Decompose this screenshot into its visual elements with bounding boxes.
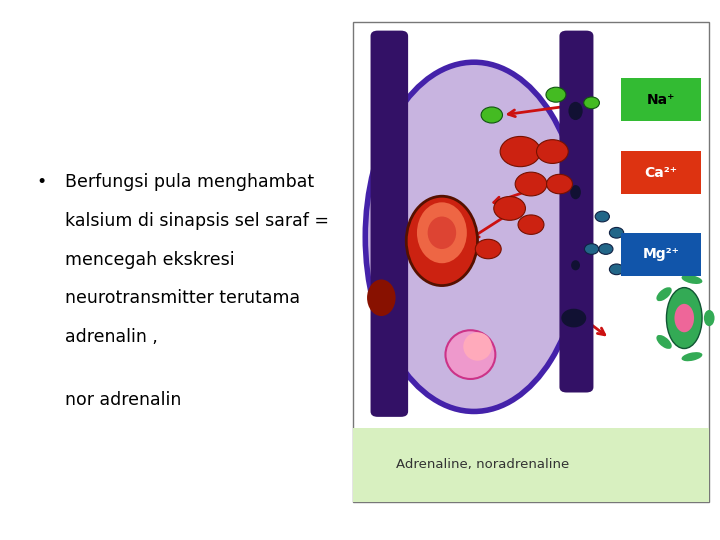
Ellipse shape <box>657 287 672 301</box>
Circle shape <box>475 239 501 259</box>
Ellipse shape <box>667 288 702 348</box>
Ellipse shape <box>367 280 395 316</box>
FancyBboxPatch shape <box>353 428 709 502</box>
Circle shape <box>609 264 624 275</box>
Ellipse shape <box>704 310 714 326</box>
Circle shape <box>585 244 599 254</box>
Circle shape <box>546 87 566 102</box>
Text: Berfungsi pula menghambat: Berfungsi pula menghambat <box>65 173 314 191</box>
Ellipse shape <box>568 102 582 120</box>
Ellipse shape <box>463 332 492 361</box>
Ellipse shape <box>571 260 580 271</box>
Ellipse shape <box>365 62 582 411</box>
FancyBboxPatch shape <box>559 31 593 393</box>
Text: nor adrenalin: nor adrenalin <box>65 390 181 409</box>
Ellipse shape <box>570 185 581 199</box>
Circle shape <box>481 107 503 123</box>
Text: Adrenaline, noradrenaline: Adrenaline, noradrenaline <box>395 458 569 471</box>
FancyBboxPatch shape <box>353 22 709 502</box>
Circle shape <box>546 174 572 194</box>
FancyBboxPatch shape <box>621 151 701 194</box>
Circle shape <box>494 197 526 220</box>
Ellipse shape <box>675 304 694 332</box>
Ellipse shape <box>682 352 703 361</box>
Circle shape <box>516 172 547 196</box>
Ellipse shape <box>428 217 456 249</box>
Circle shape <box>518 215 544 234</box>
FancyBboxPatch shape <box>371 31 408 417</box>
Circle shape <box>536 140 568 164</box>
Text: mencegah ekskresi: mencegah ekskresi <box>65 251 235 268</box>
Text: adrenalin ,: adrenalin , <box>65 328 158 346</box>
Ellipse shape <box>682 275 703 284</box>
Ellipse shape <box>446 330 495 379</box>
Ellipse shape <box>406 196 477 286</box>
Text: Mg²⁺: Mg²⁺ <box>643 247 680 261</box>
Text: Ca²⁺: Ca²⁺ <box>644 166 678 180</box>
Ellipse shape <box>417 202 467 263</box>
Text: neurotransmitter terutama: neurotransmitter terutama <box>65 289 300 307</box>
Circle shape <box>595 211 609 222</box>
Text: •: • <box>36 173 46 191</box>
FancyBboxPatch shape <box>621 78 701 121</box>
Circle shape <box>562 309 586 327</box>
Circle shape <box>599 244 613 254</box>
FancyBboxPatch shape <box>621 233 701 275</box>
Circle shape <box>584 97 600 109</box>
Ellipse shape <box>657 335 672 349</box>
Text: kalsium di sinapsis sel saraf =: kalsium di sinapsis sel saraf = <box>65 212 329 230</box>
Circle shape <box>609 227 624 238</box>
Circle shape <box>500 137 541 167</box>
Text: Na⁺: Na⁺ <box>647 93 675 107</box>
